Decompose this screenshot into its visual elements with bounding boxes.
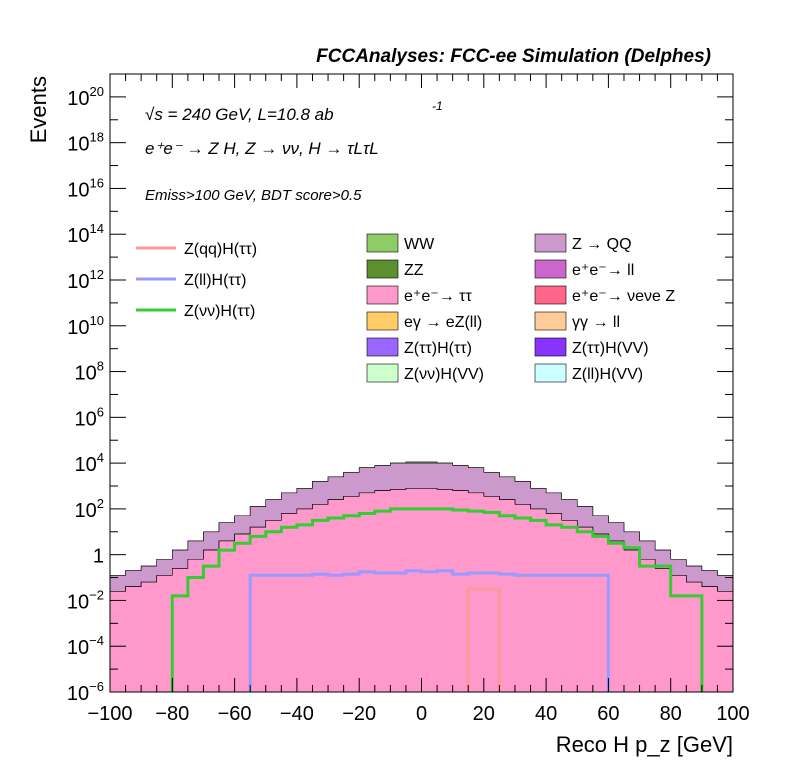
chart-title: FCCAnalyses: FCC-ee Simulation (Delphes) bbox=[316, 46, 711, 67]
legend-swatch bbox=[534, 337, 567, 357]
legend-label: eγ → eZ(ll) bbox=[404, 314, 482, 331]
legend-signal-label: Z(νν)H(ττ) bbox=[184, 303, 255, 320]
legend-label: Z(νν)H(VV) bbox=[404, 366, 484, 383]
y-tick-label: 1010 bbox=[67, 313, 104, 339]
y-tick-label: 1012 bbox=[67, 267, 104, 293]
x-axis-label: Reco H p_z [GeV] bbox=[556, 732, 733, 757]
legend-swatch bbox=[366, 233, 399, 253]
y-tick-label: 104 bbox=[75, 450, 104, 476]
x-tick-label: −80 bbox=[155, 703, 189, 725]
legend-swatch bbox=[534, 285, 567, 305]
y-tick-label: 1020 bbox=[67, 84, 104, 110]
x-tick-label: −40 bbox=[280, 703, 314, 725]
y-tick-label: 108 bbox=[75, 359, 104, 385]
x-tick-label: 40 bbox=[535, 703, 557, 725]
x-tick-label: −20 bbox=[342, 703, 376, 725]
x-tick-label: 100 bbox=[716, 703, 749, 725]
y-tick-label: 106 bbox=[75, 404, 104, 430]
x-tick-label: 0 bbox=[416, 703, 427, 725]
signal-line-z-h- bbox=[170, 507, 704, 692]
annotation-energy: √s = 240 GeV, L=10.8 ab bbox=[145, 105, 334, 124]
y-tick-label: 10−6 bbox=[67, 679, 104, 705]
x-tick-label: 80 bbox=[660, 703, 682, 725]
annotation-process: e⁺e⁻ → Z H, Z → νν, H → τLτL bbox=[145, 139, 379, 158]
y-tick-label: 1 bbox=[93, 546, 104, 568]
y-tick-label: 10−4 bbox=[67, 633, 104, 659]
legend-label: WW bbox=[404, 236, 435, 253]
legend-label: e⁺e⁻→ νeνe Z bbox=[572, 288, 675, 305]
legend-label: Z(ll)H(VV) bbox=[572, 366, 643, 383]
legend-signal-label: Z(qq)H(ττ) bbox=[184, 241, 257, 258]
signal-line-z-ll-h- bbox=[248, 569, 610, 692]
y-tick-label: 102 bbox=[75, 496, 104, 522]
legend-swatch bbox=[366, 337, 399, 357]
legend-swatch bbox=[366, 259, 399, 279]
annotation-energy-exp: -1 bbox=[432, 99, 443, 113]
x-tick-label: 20 bbox=[473, 703, 495, 725]
x-tick-label: −60 bbox=[218, 703, 252, 725]
legend-swatch bbox=[534, 259, 567, 279]
legend-label: Z(ττ)H(ττ) bbox=[404, 340, 472, 357]
legend-label: Z(ττ)H(VV) bbox=[572, 340, 649, 357]
y-tick-label: 1018 bbox=[67, 130, 104, 156]
y-tick-label: 10−2 bbox=[67, 587, 104, 613]
annotation-cuts: Emiss>100 GeV, BDT score>0.5 bbox=[145, 187, 362, 204]
legend-label: e⁺e⁻→ ll bbox=[572, 262, 634, 279]
signal-line-z-qq-h- bbox=[466, 587, 501, 692]
y-axis-label: Events bbox=[26, 76, 51, 143]
legend-label: γγ → ll bbox=[572, 314, 620, 331]
legend-swatch bbox=[366, 363, 399, 383]
legend-swatch bbox=[366, 311, 399, 331]
legend-label: Z → QQ bbox=[572, 236, 632, 253]
legend-swatch bbox=[366, 285, 399, 305]
y-tick-label: 1016 bbox=[67, 175, 104, 201]
legend-label: e⁺e⁻→ ττ bbox=[404, 288, 472, 305]
legend-label: ZZ bbox=[404, 262, 424, 279]
legend-swatch bbox=[534, 233, 567, 253]
area-e-e- bbox=[109, 487, 734, 693]
legend-swatch bbox=[534, 311, 567, 331]
legend-signal-label: Z(ll)H(ττ) bbox=[184, 272, 246, 289]
legend-swatch bbox=[534, 363, 567, 383]
y-tick-label: 1014 bbox=[67, 221, 104, 247]
x-tick-label: −100 bbox=[87, 703, 132, 725]
x-tick-label: 60 bbox=[597, 703, 619, 725]
